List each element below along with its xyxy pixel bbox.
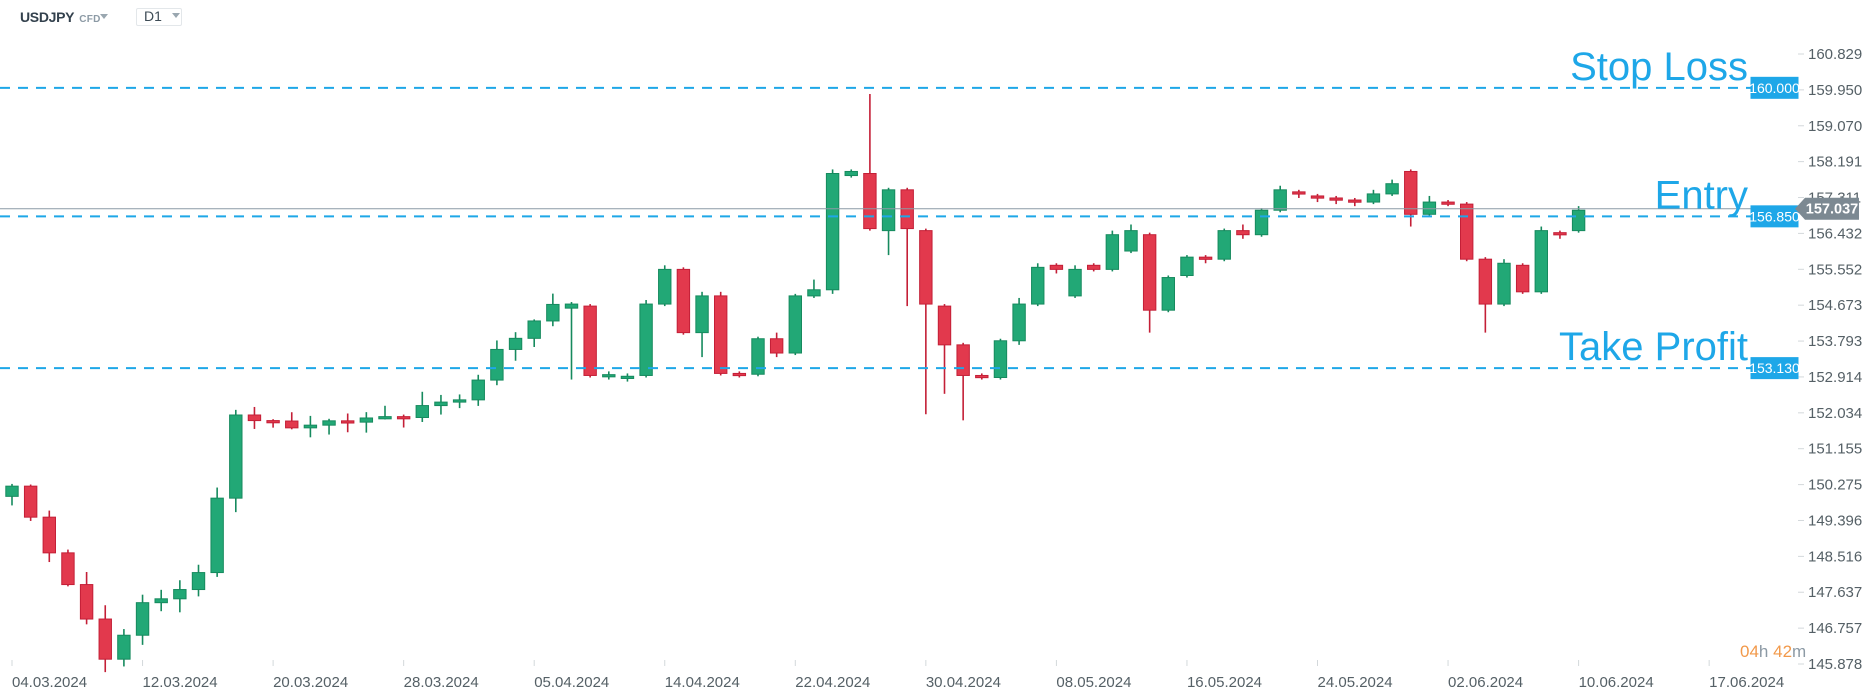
svg-text:17.06.2024: 17.06.2024 [1709, 674, 1784, 691]
svg-text:04h 42m: 04h 42m [1740, 642, 1806, 661]
svg-text:Take Profit: Take Profit [1559, 325, 1748, 369]
svg-text:22.04.2024: 22.04.2024 [795, 674, 870, 691]
svg-text:153.130: 153.130 [1749, 360, 1800, 376]
svg-text:Entry: Entry [1655, 173, 1748, 217]
svg-text:02.06.2024: 02.06.2024 [1448, 674, 1523, 691]
svg-text:149.396: 149.396 [1808, 512, 1862, 529]
svg-text:04.03.2024: 04.03.2024 [12, 674, 87, 691]
svg-text:154.673: 154.673 [1808, 297, 1862, 314]
svg-text:28.03.2024: 28.03.2024 [404, 674, 479, 691]
svg-text:151.155: 151.155 [1808, 441, 1862, 458]
svg-text:160.829: 160.829 [1808, 46, 1862, 63]
svg-text:10.06.2024: 10.06.2024 [1579, 674, 1654, 691]
svg-text:158.191: 158.191 [1808, 154, 1862, 171]
svg-text:145.878: 145.878 [1808, 656, 1862, 673]
svg-text:153.793: 153.793 [1808, 333, 1862, 350]
svg-text:150.275: 150.275 [1808, 477, 1862, 494]
svg-text:160.000: 160.000 [1749, 80, 1800, 96]
svg-text:159.070: 159.070 [1808, 118, 1862, 135]
svg-text:156.850: 156.850 [1749, 208, 1800, 224]
svg-text:148.516: 148.516 [1808, 548, 1862, 565]
svg-text:159.950: 159.950 [1808, 82, 1862, 99]
svg-text:Stop Loss: Stop Loss [1570, 45, 1748, 89]
svg-text:146.757: 146.757 [1808, 620, 1862, 637]
svg-text:20.03.2024: 20.03.2024 [273, 674, 348, 691]
svg-text:12.03.2024: 12.03.2024 [143, 674, 218, 691]
svg-text:14.04.2024: 14.04.2024 [665, 674, 740, 691]
svg-text:30.04.2024: 30.04.2024 [926, 674, 1001, 691]
svg-text:147.637: 147.637 [1808, 584, 1862, 601]
svg-text:155.552: 155.552 [1808, 261, 1862, 278]
svg-text:16.05.2024: 16.05.2024 [1187, 674, 1262, 691]
svg-text:24.05.2024: 24.05.2024 [1318, 674, 1393, 691]
svg-text:08.05.2024: 08.05.2024 [1056, 674, 1131, 691]
svg-text:152.914: 152.914 [1808, 369, 1862, 386]
svg-text:157.037: 157.037 [1806, 202, 1858, 218]
svg-text:156.432: 156.432 [1808, 225, 1862, 242]
svg-text:05.04.2024: 05.04.2024 [534, 674, 609, 691]
svg-text:152.034: 152.034 [1808, 405, 1862, 422]
